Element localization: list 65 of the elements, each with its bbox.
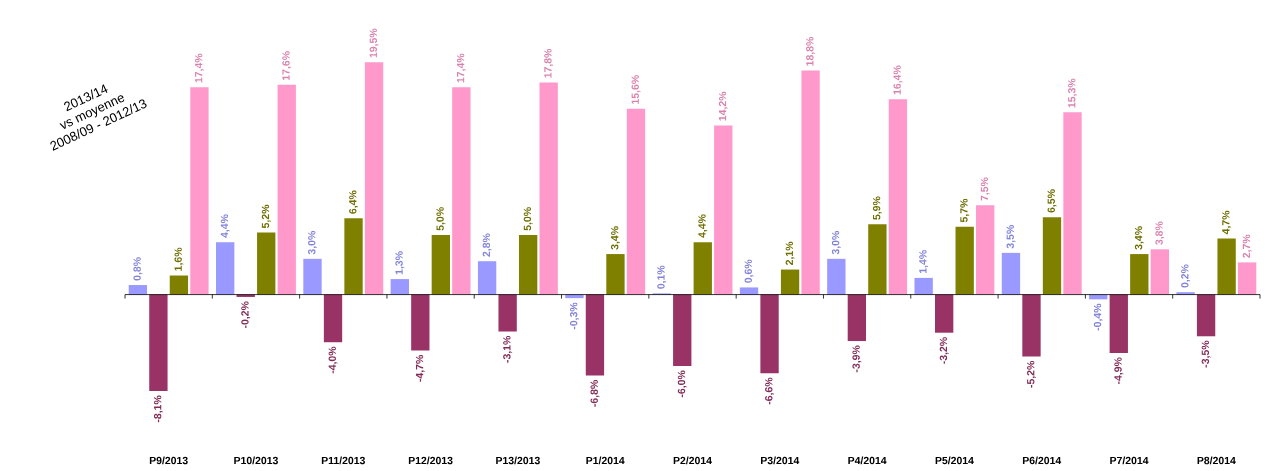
x-tick-label: P2/2014 (673, 456, 712, 465)
data-label: -4,0% (328, 346, 338, 374)
data-label: 5,0% (523, 207, 533, 231)
data-label: -4,7% (415, 355, 425, 382)
data-label: 2,8% (482, 233, 492, 257)
data-label: 5,0% (436, 207, 446, 231)
data-label: 7,5% (980, 177, 990, 201)
data-label: 4,4% (698, 214, 708, 238)
data-label: 2,7% (1242, 234, 1252, 258)
data-label: -3,5% (1201, 340, 1211, 368)
x-tick-label: P7/2014 (1110, 456, 1149, 465)
data-label: -0,2% (241, 301, 251, 329)
data-label: -0,3% (569, 302, 579, 330)
data-label: 0,8% (133, 257, 143, 281)
data-label: 17,4% (195, 53, 204, 83)
data-label: 17,8% (544, 48, 554, 78)
data-label: 15,6% (631, 75, 641, 104)
x-tick-label: P12/2013 (408, 456, 453, 465)
data-label: 14,2% (718, 91, 728, 121)
data-label: 17,4% (456, 53, 466, 83)
x-tick-label: P10/2013 (234, 456, 278, 465)
data-label: -6,0% (677, 370, 687, 398)
data-label: -8,1% (153, 395, 163, 423)
x-tick-label: P3/2014 (761, 456, 800, 465)
data-label: 15,3% (1068, 78, 1077, 108)
x-tick-label: P5/2014 (935, 456, 974, 465)
data-label: 0,1% (657, 265, 667, 289)
data-label: -6,6% (765, 377, 775, 405)
x-tick-label: P1/2014 (586, 456, 625, 465)
data-label: 5,2% (261, 204, 271, 229)
data-label: 18,8% (806, 37, 816, 66)
data-label: 5,7% (960, 198, 970, 223)
data-label: 3,4% (611, 226, 620, 250)
data-label: -3,1% (503, 336, 513, 363)
data-label: 5,9% (872, 196, 882, 220)
x-tick-label: P6/2014 (1022, 456, 1062, 465)
data-label: 1,4% (919, 250, 929, 274)
data-label: 3,4% (1134, 226, 1144, 250)
data-label: 6,5% (1047, 189, 1057, 213)
data-label: 6,4% (349, 190, 358, 214)
data-label: 3,5% (1006, 225, 1016, 249)
data-label: -4,9% (1114, 357, 1124, 385)
data-label: 4,4% (220, 214, 230, 238)
data-label: 0,6% (744, 259, 754, 283)
data-label: -5,2% (1027, 361, 1036, 388)
data-label: 4,7% (1222, 210, 1232, 235)
data-label: 3,0% (831, 231, 841, 255)
data-label: 17,6% (282, 51, 292, 81)
x-tick-label: P4/2014 (848, 456, 887, 465)
data-label: 2,1% (785, 241, 795, 265)
data-label: -3,9% (852, 345, 862, 373)
data-label: 3,0% (308, 231, 317, 255)
data-label: 3,8% (1155, 221, 1165, 245)
data-label: 16,4% (893, 65, 903, 95)
data-label: -3,2% (939, 337, 949, 364)
data-label: -0,4% (1093, 303, 1103, 331)
data-label: -6,8% (590, 380, 600, 407)
x-tick-label: P13/2013 (496, 456, 540, 465)
data-label: 0,2% (1181, 264, 1191, 288)
data-label: 1,6% (174, 247, 184, 271)
data-label: 19,5% (369, 28, 379, 58)
x-tick-label: P11/2013 (321, 456, 365, 465)
data-label: 1,3% (395, 251, 405, 275)
x-tick-label: P9/2013 (149, 456, 188, 465)
x-tick-label: P8/2014 (1197, 456, 1236, 465)
